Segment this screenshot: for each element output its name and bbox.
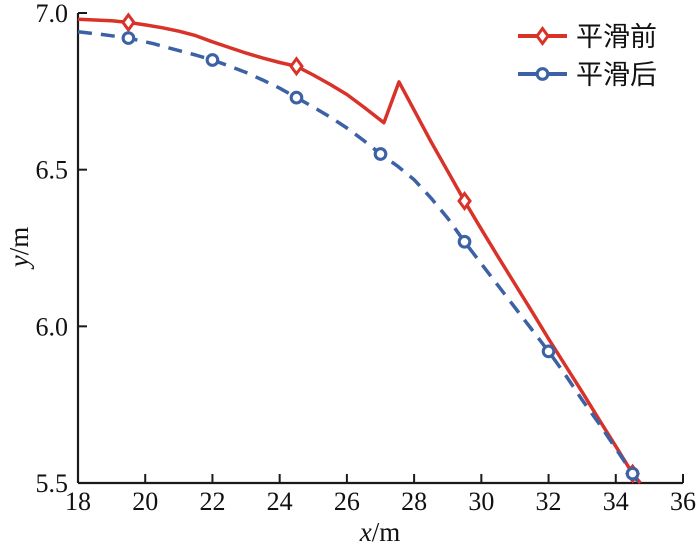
x-tick-label: 20 (132, 487, 158, 516)
y-tick-label: 6.0 (36, 312, 69, 341)
x-tick-label: 34 (603, 487, 629, 516)
x-axis-label: x/m (359, 517, 401, 547)
x-tick-label: 24 (267, 487, 293, 516)
x-tick-label: 32 (536, 487, 562, 516)
postsmooth-marker (289, 90, 304, 105)
postsmooth-marker (541, 344, 556, 359)
postsmooth-marker (373, 147, 388, 161)
x-tick-label: 18 (65, 487, 91, 516)
y-tick-label: 7.0 (36, 0, 69, 28)
x-axis-ticks: 18 20 22 24 26 28 30 32 34 36 (65, 474, 696, 516)
x-tick-label: 26 (334, 487, 360, 516)
x-axis-unit: /m (372, 517, 401, 547)
postsmooth-marker (625, 466, 640, 481)
postsmooth-marker (205, 53, 220, 67)
presmooth-marker (289, 56, 304, 77)
y-axis-ticks: 7.0 6.5 6.0 5.5 (36, 0, 87, 498)
presmooth-marker (121, 12, 136, 33)
series-line-presmooth (77, 17, 642, 485)
legend-diamond-marker (535, 25, 550, 47)
postsmooth-marker (121, 31, 136, 45)
y-axis-variable: y (4, 255, 34, 270)
y-tick-label: 5.5 (36, 469, 69, 498)
legend-entry-label: 平滑后 (576, 60, 657, 90)
y-axis-unit: /m (4, 227, 34, 256)
legend-entry-label: 平滑前 (576, 22, 657, 52)
y-tick-label: 6.5 (36, 156, 69, 185)
series-markers (121, 12, 640, 484)
x-tick-label: 30 (468, 487, 494, 516)
x-tick-label: 36 (670, 487, 696, 516)
series-line-postsmooth (77, 30, 640, 483)
x-tick-label: 28 (401, 487, 427, 516)
x-axis-variable: x (359, 517, 372, 547)
y-axis-label: y/m (4, 227, 34, 271)
presmooth-marker (457, 190, 472, 212)
postsmooth-marker (457, 234, 472, 249)
series-lines (77, 17, 642, 485)
legend-circle-marker (535, 67, 550, 81)
axes (76, 13, 683, 485)
x-tick-label: 22 (199, 487, 225, 516)
